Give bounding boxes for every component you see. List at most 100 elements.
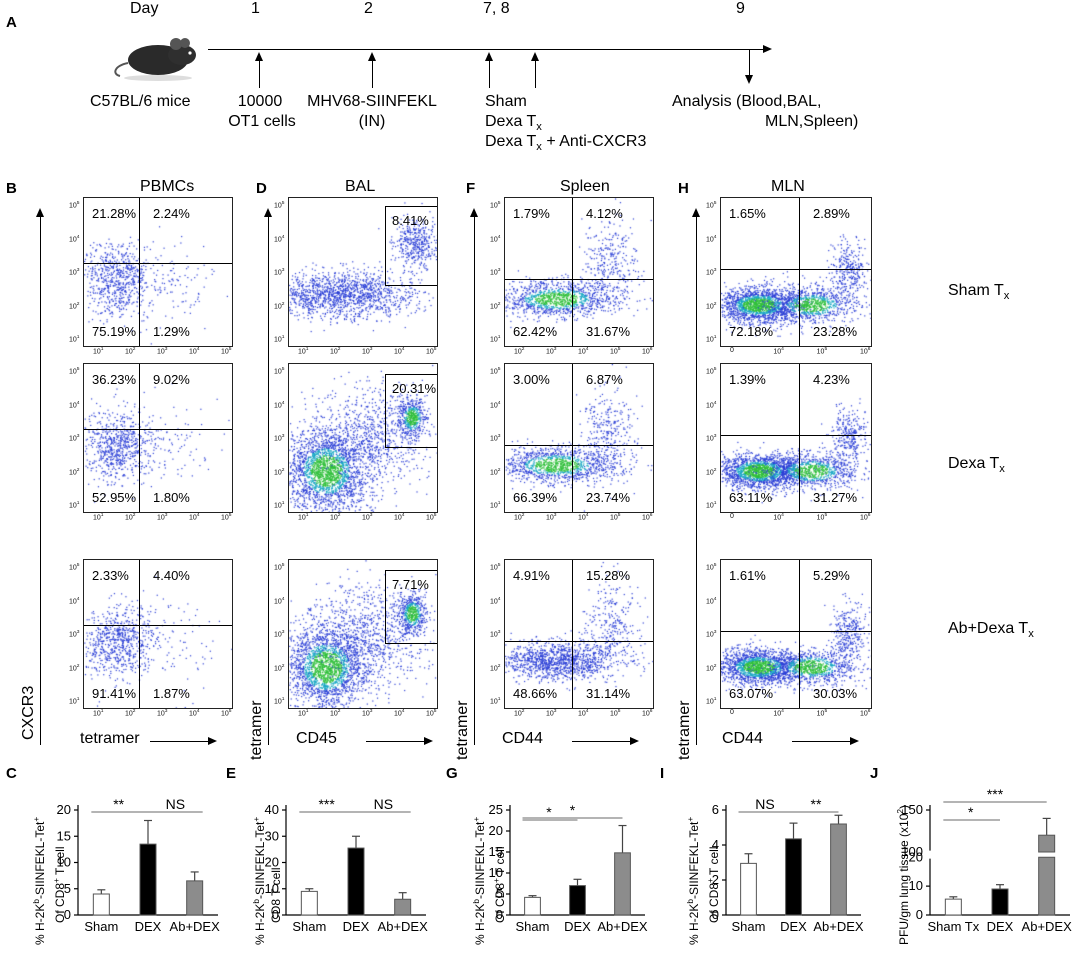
tick-exponent: 5 <box>228 709 232 714</box>
x-tick-label: 105 <box>426 709 437 718</box>
quadrant-percentage: 72.18% <box>729 324 774 339</box>
bar-lower-segment <box>1038 856 1056 916</box>
x-tick-label: 102 <box>125 347 136 356</box>
tick-exponent: 1 <box>713 501 717 506</box>
step1-line2: OT1 cells <box>228 113 296 130</box>
tick-exponent: 4 <box>76 234 80 240</box>
tick-exponent: 5 <box>433 513 437 518</box>
y-label-line2: Of CD8+ T cell <box>491 846 507 924</box>
tick-exponent: 4 <box>281 400 285 406</box>
y-axis-arrowhead <box>470 208 478 217</box>
x-axis-line <box>572 741 632 742</box>
x-tick-label: 104 <box>773 709 784 718</box>
x-tick-label: 105 <box>610 709 621 718</box>
flow-plot: 1.61% 5.29% 63.07% 30.03% <box>720 559 872 709</box>
tick-exponent: 3 <box>281 630 285 635</box>
x-tick-label: 105 <box>221 513 232 522</box>
mouse-strain: C57BL/6 mice <box>90 93 191 110</box>
tick-exponent: 4 <box>76 596 80 602</box>
tick-exponent: 4 <box>585 709 589 714</box>
panel-letter-c: C <box>6 765 17 782</box>
panel-letter-g: G <box>446 765 458 782</box>
x-tick-label: 102 <box>514 513 525 522</box>
category-label: Ab+DEX <box>1022 919 1073 934</box>
bar <box>186 880 204 916</box>
x-tick-label: 103 <box>157 347 168 356</box>
x-tick-label: 0 <box>730 513 734 520</box>
step1-line1: 10000 <box>237 93 283 110</box>
tick-exponent: 3 <box>497 434 501 439</box>
tick-exponent: 2 <box>521 347 525 352</box>
x-tick-label: 103 <box>546 513 557 522</box>
y-tick-label: 103 <box>69 434 80 443</box>
y-tick-label: 104 <box>706 400 717 409</box>
panel-letter-d: D <box>256 180 267 197</box>
x-tick-label: 102 <box>330 513 341 522</box>
x-axis-label: CD44 <box>722 730 763 747</box>
x-axis-label: CD44 <box>502 730 543 747</box>
tick-exponent: 5 <box>76 201 80 206</box>
x-tick-label: 103 <box>362 347 373 356</box>
x-tick-label: 103 <box>157 513 168 522</box>
tick-exponent: 3 <box>497 268 501 273</box>
y-tick-label: 105 <box>490 201 501 210</box>
panel-letter-j: J <box>870 765 879 782</box>
y-tick-label: 104 <box>69 596 80 605</box>
tick-exponent: 3 <box>164 709 168 714</box>
tick-exponent: 4 <box>401 347 405 352</box>
quadrant-v-gate <box>572 364 573 512</box>
quadrant-v-gate <box>139 560 140 708</box>
significance-marker: * <box>968 804 974 820</box>
bar <box>524 896 541 916</box>
tick-exponent: 2 <box>713 301 717 307</box>
x-tick-label: 101 <box>93 709 104 718</box>
tick-exponent: 3 <box>497 630 501 635</box>
quadrant-percentage: 1.39% <box>729 372 766 387</box>
tick-exponent: 5 <box>76 367 80 372</box>
tick-exponent: 5 <box>824 709 828 714</box>
tick-exponent: 6 <box>649 347 653 352</box>
y-tick-label: 103 <box>274 630 285 639</box>
x-tick-label: 0 <box>730 709 734 716</box>
quadrant-percentage: 75.19% <box>92 324 137 339</box>
arrow-day-1 <box>255 52 263 61</box>
x-axis-line <box>792 741 852 742</box>
bar <box>92 893 110 916</box>
quadrant-h-gate <box>84 429 232 430</box>
category-label: DEX <box>135 919 162 934</box>
tick-exponent: 6 <box>867 709 871 714</box>
x-tick-label: 103 <box>362 709 373 718</box>
y-tick-label: 105 <box>69 201 80 210</box>
category-label: Ab+DEX <box>378 919 429 934</box>
significance-marker: * <box>546 804 552 820</box>
y-axis-line <box>268 215 269 745</box>
x-axis-line <box>150 741 210 742</box>
step4-line1: Analysis (Blood,BAL, <box>672 93 822 110</box>
y-tick-label: 104 <box>490 596 501 605</box>
tick-exponent: 2 <box>713 467 717 473</box>
quadrant-v-gate <box>139 364 140 512</box>
x-tick-label: 105 <box>221 347 232 356</box>
y-tick-label: 103 <box>706 434 717 443</box>
y-tick-label: 101 <box>274 501 285 510</box>
quadrant-percentage: 4.23% <box>813 372 850 387</box>
cd45-gate: 8.41% <box>385 206 437 286</box>
tick-exponent: 5 <box>713 563 717 568</box>
category-label: DEX <box>564 919 591 934</box>
tick-exponent: 5 <box>497 563 501 568</box>
tick-exponent: 6 <box>649 709 653 714</box>
tick-exponent: 5 <box>433 347 437 352</box>
step3-dexa: Dexa Tx <box>485 113 542 134</box>
timeline-arrowhead <box>763 45 772 53</box>
tick-exponent: 4 <box>281 596 285 602</box>
tick-exponent: 1 <box>497 697 501 702</box>
y-tick-label: 103 <box>490 434 501 443</box>
quadrant-percentage: 31.67% <box>586 324 631 339</box>
y-label-line2: Of CD8+ T cell <box>51 846 67 924</box>
y-tick-label: 101 <box>69 501 80 510</box>
x-tick-label: 102 <box>125 709 136 718</box>
category-label: Sham <box>732 919 766 934</box>
bar-y-label: PFU/gm lung tissue (x102) <box>892 805 912 945</box>
tick-exponent: 1 <box>281 697 285 702</box>
flow-title-h: MLN <box>771 178 805 195</box>
